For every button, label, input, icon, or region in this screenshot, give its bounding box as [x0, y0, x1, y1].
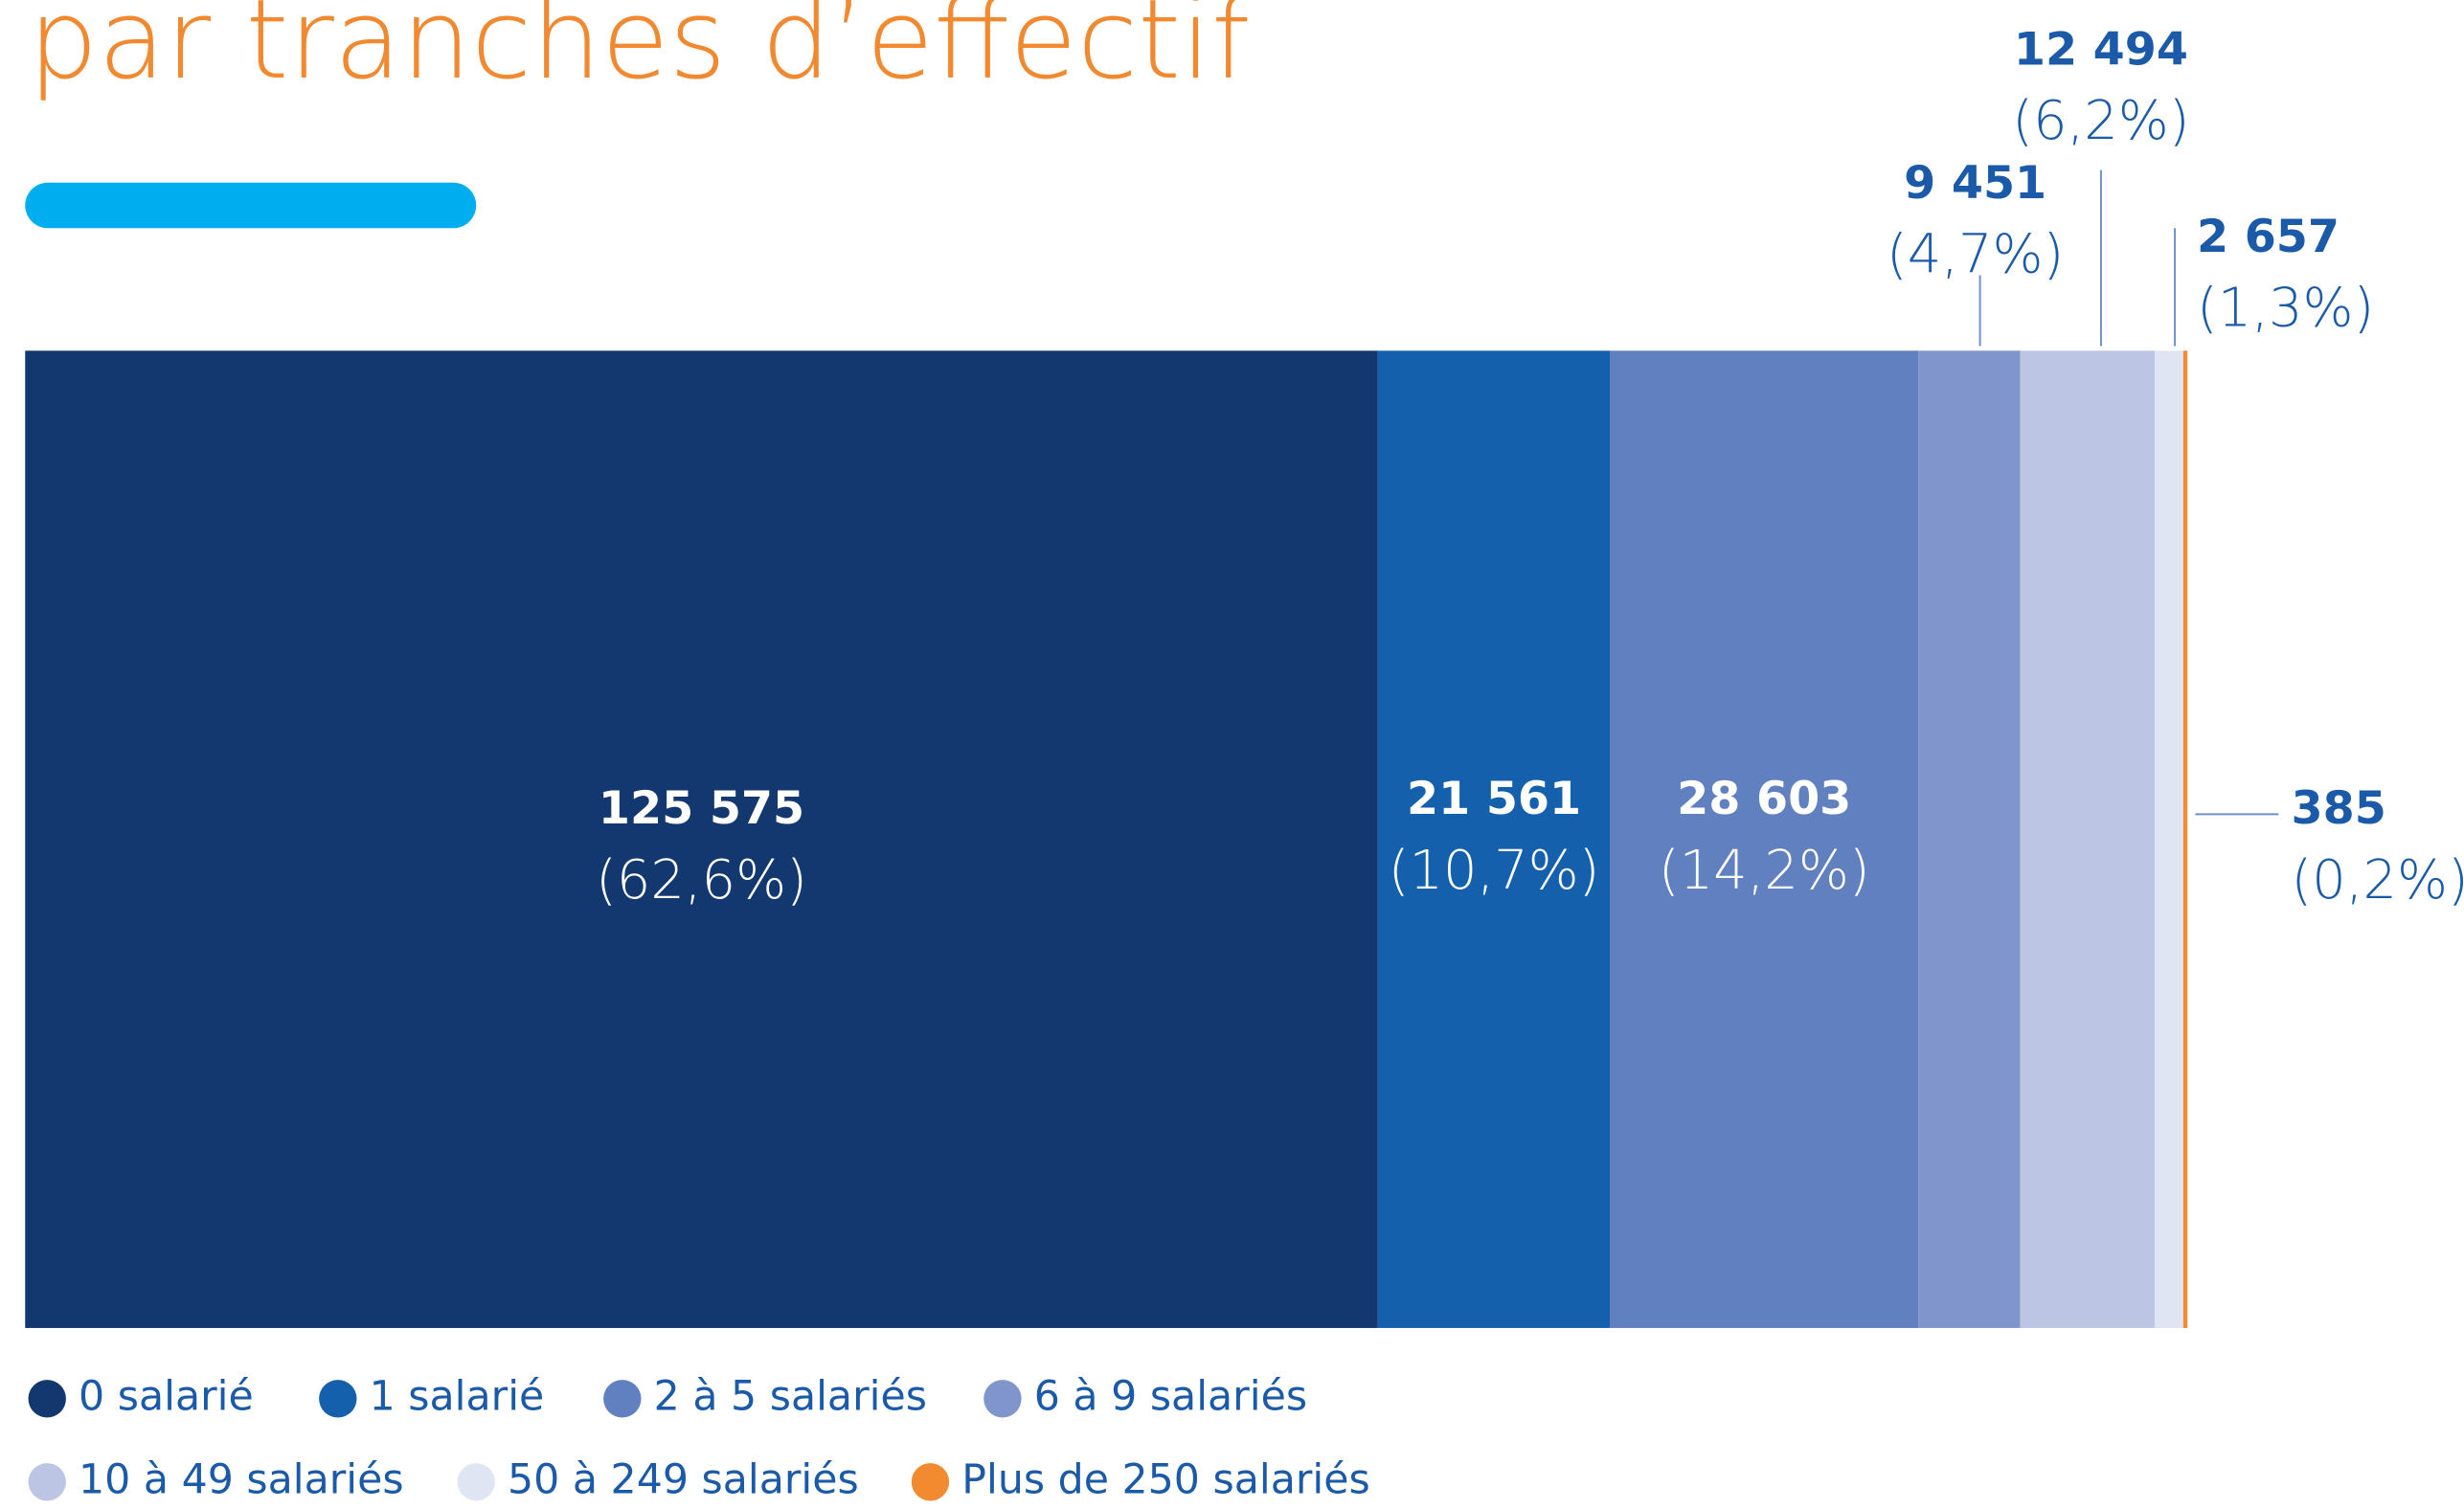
share-label: (4,7%) — [1887, 224, 2064, 286]
value-label: 125 575 — [599, 782, 804, 835]
legend-label: 6 à 9 salariés — [1034, 1372, 1307, 1420]
share-label: (6,2%) — [2012, 90, 2189, 152]
value-label: 385 — [2291, 782, 2385, 835]
value-label: 12 494 — [2014, 23, 2188, 76]
share-label: (14,2%) — [1659, 840, 1870, 902]
title-underline — [25, 182, 477, 229]
bar-segment — [1377, 350, 1611, 1328]
share-label: (0,2%) — [2291, 849, 2464, 912]
legend-swatch — [28, 1380, 66, 1418]
legend-swatch — [983, 1380, 1022, 1418]
bar-segment — [25, 350, 1378, 1328]
chart-title: par tranches d’effectif — [29, 0, 1251, 104]
legend-swatch — [911, 1463, 950, 1501]
share-label: (1,3%) — [2197, 278, 2374, 340]
bar-segment — [2182, 350, 2188, 1328]
legend-swatch — [603, 1380, 642, 1418]
legend-label: 1 salarié — [370, 1372, 545, 1420]
bar-segment — [1918, 350, 2021, 1328]
value-label: 9 451 — [1904, 157, 2046, 210]
legend-label: 10 à 49 salariés — [79, 1455, 404, 1503]
value-label: 2 657 — [2197, 211, 2340, 263]
bar-segment — [2020, 350, 2155, 1328]
legend-swatch — [457, 1463, 495, 1501]
value-label: 21 561 — [1407, 773, 1581, 825]
legend-label: 2 à 5 salariés — [654, 1372, 927, 1420]
legend-swatch — [28, 1463, 66, 1501]
value-label: 28 603 — [1677, 773, 1851, 825]
legend-label: Plus de 250 salariés — [961, 1455, 1369, 1503]
legend-swatch — [319, 1380, 357, 1418]
share-label: (10,7%) — [1389, 840, 1600, 902]
legend-label: 0 salarié — [79, 1372, 254, 1420]
share-label: (62,6%) — [596, 849, 807, 912]
bar-segment — [1610, 350, 1919, 1328]
bar-segment — [2154, 350, 2183, 1328]
legend-label: 50 à 249 salariés — [508, 1455, 859, 1503]
